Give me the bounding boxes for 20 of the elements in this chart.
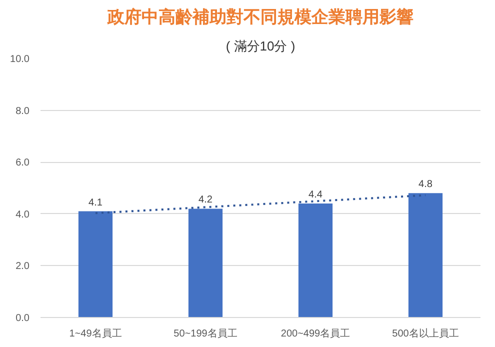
bar (78, 211, 113, 318)
data-label: 4.8 (418, 179, 433, 190)
chart-subtitle: ( 滿分10分 ) (226, 38, 296, 54)
chart-title: 政府中高齡補助對不同規模企業聘用影響 (106, 8, 414, 26)
y-tick-label: 4.0 (16, 209, 30, 220)
y-tick-label: 8.0 (16, 106, 30, 117)
x-tick-label: 200~499名員工 (280, 328, 350, 340)
data-label: 4.1 (88, 197, 103, 208)
x-tick-label: 50~199名員工 (174, 328, 238, 340)
data-label: 4.2 (198, 194, 213, 206)
x-tick-label: 500名以上員工 (392, 328, 459, 340)
y-tick-label: 6.0 (16, 158, 30, 169)
x-tick-label: 1~49名員工 (69, 328, 122, 340)
y-tick-label: 10.0 (10, 54, 30, 65)
bar (408, 193, 443, 318)
y-tick-label: 2.0 (16, 261, 30, 272)
bar (188, 208, 223, 318)
bar (298, 204, 333, 318)
y-tick-label: 0.0 (16, 313, 30, 324)
data-label: 4.4 (308, 190, 323, 201)
